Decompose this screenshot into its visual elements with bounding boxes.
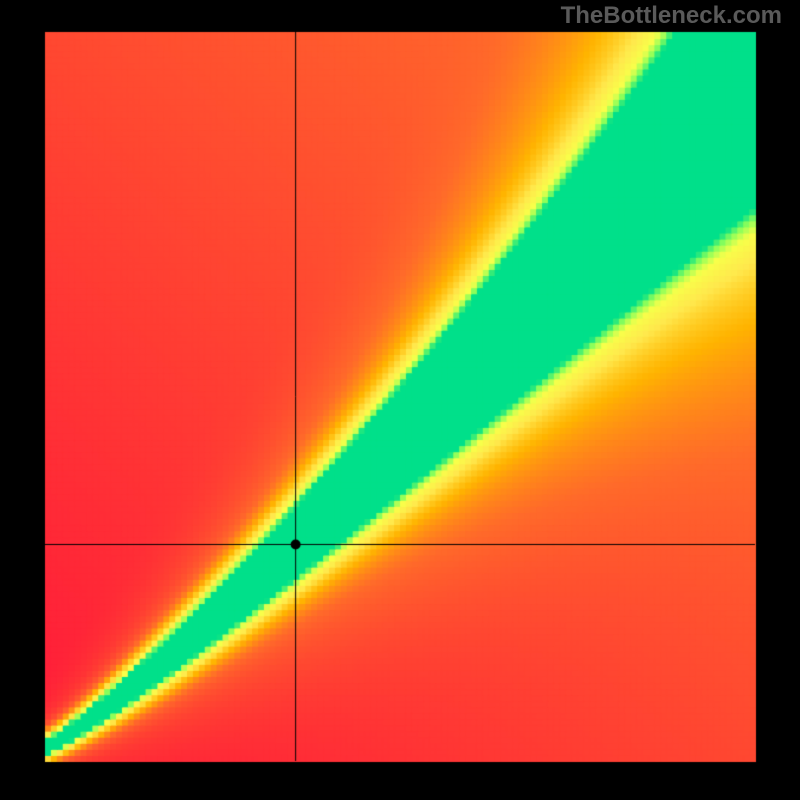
figure-root: TheBottleneck.com	[0, 0, 800, 800]
watermark-text: TheBottleneck.com	[561, 2, 782, 30]
heatmap-canvas	[0, 0, 800, 800]
